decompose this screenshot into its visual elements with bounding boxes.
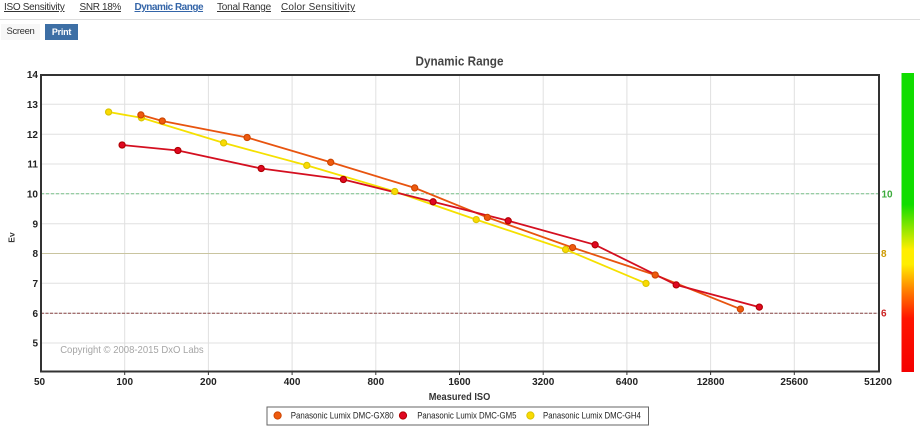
- svg-text:25600: 25600: [780, 377, 808, 388]
- svg-text:51200: 51200: [864, 377, 892, 388]
- svg-text:Panasonic Lumix DMC-GM5: Panasonic Lumix DMC-GM5: [417, 411, 516, 422]
- svg-text:8: 8: [32, 249, 38, 260]
- svg-text:6: 6: [32, 309, 38, 320]
- svg-text:Measured ISO: Measured ISO: [429, 391, 491, 403]
- svg-text:7: 7: [32, 279, 38, 290]
- svg-text:9: 9: [32, 219, 38, 230]
- svg-text:Panasonic Lumix DMC-GH4: Panasonic Lumix DMC-GH4: [543, 411, 641, 422]
- svg-text:Ev: Ev: [7, 232, 17, 243]
- svg-text:14: 14: [27, 70, 39, 81]
- svg-text:6: 6: [881, 309, 887, 320]
- svg-text:3200: 3200: [532, 377, 555, 388]
- svg-text:5: 5: [32, 339, 38, 350]
- svg-text:8: 8: [881, 249, 887, 260]
- svg-text:200: 200: [200, 377, 217, 388]
- svg-text:10: 10: [882, 190, 894, 201]
- svg-text:12: 12: [27, 130, 39, 141]
- svg-text:100: 100: [116, 377, 133, 388]
- svg-text:1600: 1600: [448, 377, 471, 388]
- svg-text:6400: 6400: [616, 377, 639, 388]
- svg-text:10: 10: [27, 190, 39, 201]
- svg-text:800: 800: [367, 377, 384, 388]
- svg-text:Dynamic Range: Dynamic Range: [416, 55, 504, 69]
- svg-text:Copyright © 2008-2015 DxO Labs: Copyright © 2008-2015 DxO Labs: [60, 344, 204, 356]
- svg-text:11: 11: [27, 160, 38, 171]
- svg-text:13: 13: [27, 100, 39, 111]
- svg-text:50: 50: [34, 377, 46, 388]
- svg-text:12800: 12800: [697, 377, 725, 388]
- svg-text:400: 400: [284, 377, 301, 388]
- svg-text:Panasonic Lumix DMC-GX80: Panasonic Lumix DMC-GX80: [291, 411, 394, 422]
